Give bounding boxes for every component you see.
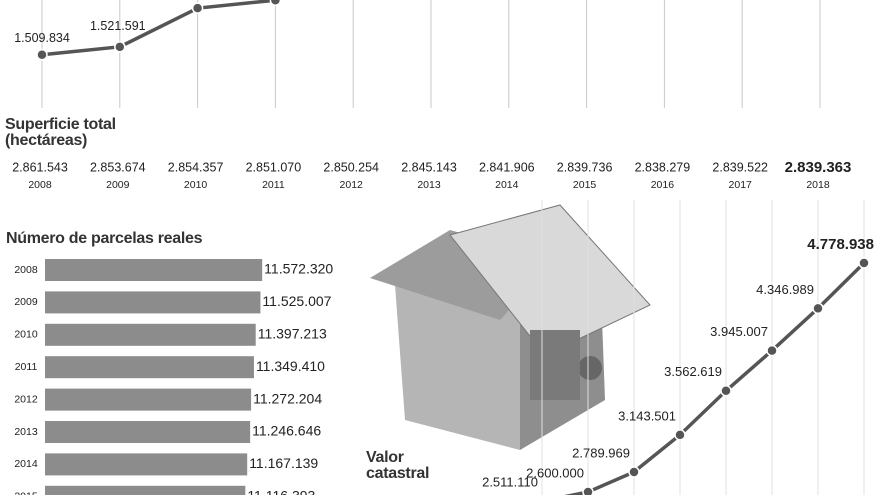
year-label: 2008 xyxy=(14,264,38,276)
data-point xyxy=(114,41,126,53)
year-label: 2016 xyxy=(651,179,675,191)
year-label: 2015 xyxy=(14,491,38,495)
value-label: 11.349.410 xyxy=(256,358,325,374)
value-label: 2.841.906 xyxy=(479,160,535,174)
bar xyxy=(45,421,251,443)
bar xyxy=(45,323,256,346)
year-label: 2014 xyxy=(14,458,38,470)
data-point xyxy=(812,302,824,315)
year-label: 2015 xyxy=(573,179,597,191)
data-point xyxy=(269,0,282,6)
value-label: 3.945.007 xyxy=(710,324,768,339)
value-label: 2.838.279 xyxy=(635,160,691,174)
data-point xyxy=(191,2,204,14)
bar xyxy=(45,356,254,379)
year-label: 2013 xyxy=(417,179,441,191)
year-label: 2014 xyxy=(495,179,519,191)
house-illustration xyxy=(370,204,651,450)
value-label: 2.600.000 xyxy=(526,465,584,480)
value-label: 2.853.674 xyxy=(90,160,146,174)
value-label: 4.346.989 xyxy=(756,282,814,297)
value-label: 11.167.139 xyxy=(249,455,318,471)
year-label: 2012 xyxy=(340,179,364,191)
data-point xyxy=(674,429,686,441)
value-label: 2.789.969 xyxy=(572,445,630,460)
year-label: 2013 xyxy=(14,426,38,438)
house-roof xyxy=(449,204,651,356)
value-label: 11.272.204 xyxy=(253,390,322,406)
house-emblem xyxy=(578,356,602,380)
value-label: 2.854.357 xyxy=(168,160,224,174)
year-label: 2009 xyxy=(106,179,130,191)
value-label: 4.778.938 xyxy=(807,236,874,253)
bar xyxy=(45,453,248,476)
value-label: 1.509.834 xyxy=(14,31,70,45)
value-label: 2.511.110 xyxy=(482,475,538,490)
value-label: 3.143.501 xyxy=(618,408,676,423)
year-label: 2018 xyxy=(806,179,830,191)
bar xyxy=(45,259,263,281)
value-label: 2.845.143 xyxy=(401,160,457,174)
data-line xyxy=(564,261,866,495)
data-point xyxy=(720,385,732,397)
year-label: 2008 xyxy=(28,179,52,191)
line-title: Valor catastral xyxy=(366,449,430,482)
value-label: 11.572.320 xyxy=(264,261,333,277)
data-point xyxy=(36,49,48,61)
value-label: 3.562.619 xyxy=(664,364,722,379)
value-label: 11.246.646 xyxy=(252,423,321,439)
data-point xyxy=(628,466,640,478)
year-label: 2012 xyxy=(14,393,38,405)
value-label: 2.850.254 xyxy=(323,160,379,174)
data-point xyxy=(766,344,778,357)
strip-title: Superficie total (hectáreas) xyxy=(5,116,116,149)
value-label: 11.116.393 xyxy=(247,488,315,495)
value-label: 11.525.007 xyxy=(262,293,331,309)
year-label: 2011 xyxy=(262,179,285,191)
bar xyxy=(45,291,261,314)
year-label: 2010 xyxy=(184,179,208,191)
value-label: 11.397.213 xyxy=(258,326,327,342)
year-label: 2010 xyxy=(14,329,38,341)
data-line xyxy=(41,0,276,57)
year-label: 2017 xyxy=(729,179,753,191)
data-point xyxy=(582,486,594,495)
bar xyxy=(45,388,252,411)
value-label: 2.839.363 xyxy=(785,159,852,176)
bar xyxy=(45,485,246,495)
year-label: 2009 xyxy=(14,296,38,308)
year-label: 2011 xyxy=(15,361,38,373)
value-label: 1.521.591 xyxy=(90,19,146,33)
value-label: 2.851.070 xyxy=(246,160,302,174)
value-label: 2.861.543 xyxy=(12,160,68,174)
value-label: 2.839.736 xyxy=(557,160,613,174)
bar-title: Número de parcelas reales xyxy=(6,230,203,247)
house-door xyxy=(530,330,580,400)
data-point xyxy=(858,257,870,269)
value-label: 2.839.522 xyxy=(712,160,768,174)
house-wall xyxy=(395,285,520,450)
